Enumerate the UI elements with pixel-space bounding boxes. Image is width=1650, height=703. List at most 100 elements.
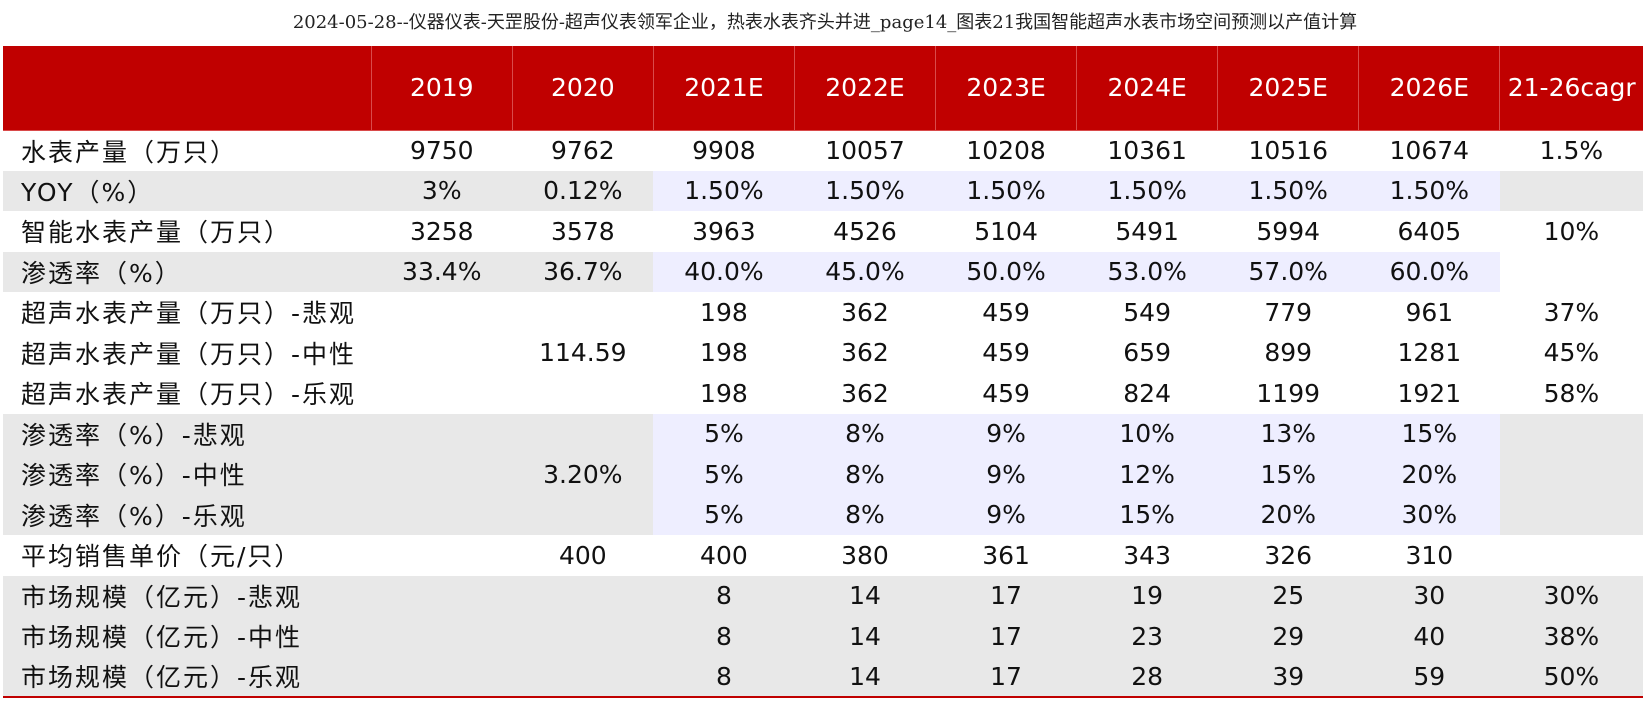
table-cell: 1921 bbox=[1358, 373, 1500, 414]
table-cell bbox=[371, 575, 513, 616]
table-cell: 1281 bbox=[1358, 332, 1500, 373]
table-cell: 114.59 bbox=[512, 332, 654, 373]
table-cell: 1.50% bbox=[1217, 170, 1359, 211]
table-cell: 5994 bbox=[1217, 211, 1359, 252]
table-cell bbox=[371, 332, 513, 373]
table-cell bbox=[1499, 535, 1643, 576]
table-cell: 10057 bbox=[794, 130, 936, 171]
row-label: 渗透率（%） bbox=[3, 251, 372, 292]
table-cell: 8 bbox=[653, 575, 795, 616]
table-cell bbox=[371, 616, 513, 657]
table-cell bbox=[512, 373, 654, 414]
table-cell bbox=[1499, 494, 1643, 535]
table-cell bbox=[371, 292, 513, 333]
table-cell bbox=[371, 373, 513, 414]
table-cell: 380 bbox=[794, 535, 936, 576]
table-cell: 28 bbox=[1076, 656, 1218, 698]
table-cell: 57.0% bbox=[1217, 251, 1359, 292]
table-cell: 10% bbox=[1499, 211, 1643, 252]
table-cell: 53.0% bbox=[1076, 251, 1218, 292]
table-cell: 50% bbox=[1499, 656, 1643, 698]
table-cell: 15% bbox=[1076, 494, 1218, 535]
table-cell: 362 bbox=[794, 332, 936, 373]
table-cell: 5% bbox=[653, 454, 795, 495]
header-cell-year: 2021E bbox=[653, 46, 795, 131]
table-cell: 362 bbox=[794, 292, 936, 333]
table-cell: 5% bbox=[653, 494, 795, 535]
table-cell: 5% bbox=[653, 413, 795, 454]
table-cell: 8% bbox=[794, 494, 936, 535]
header-cell-year: 2022E bbox=[794, 46, 937, 131]
data-table: 2019 2020 2021E 2022E 2023E 2024E 2025E … bbox=[3, 46, 1643, 698]
table-cell bbox=[512, 494, 654, 535]
table-cell: 8 bbox=[653, 656, 795, 698]
table-cell: 5104 bbox=[935, 211, 1077, 252]
table-cell: 1.5% bbox=[1499, 130, 1643, 171]
table-cell: 15% bbox=[1358, 413, 1500, 454]
table-cell: 9% bbox=[935, 454, 1077, 495]
table-cell: 39 bbox=[1217, 656, 1359, 698]
table-row: YOY（%） 3% 0.12% 1.50% 1.50% 1.50% 1.50% 1.50% 1.… bbox=[3, 170, 1643, 211]
table-cell: 10% bbox=[1076, 413, 1218, 454]
header-cell-year: 2025E bbox=[1217, 46, 1360, 131]
table-cell: 198 bbox=[653, 332, 795, 373]
table-cell bbox=[512, 292, 654, 333]
table-cell bbox=[512, 616, 654, 657]
table-cell: 326 bbox=[1217, 535, 1359, 576]
row-label: YOY（%） bbox=[3, 170, 372, 211]
table-cell: 10361 bbox=[1076, 130, 1218, 171]
table-cell bbox=[371, 413, 513, 454]
table-cell: 38% bbox=[1499, 616, 1643, 657]
header-cell-year: 2023E bbox=[935, 46, 1078, 131]
row-label: 超声水表产量（万只）-中性 bbox=[3, 332, 372, 373]
table-cell: 8% bbox=[794, 454, 936, 495]
table-cell: 9% bbox=[935, 413, 1077, 454]
table-row: 平均销售单价（元/只） 400 400 380 361 343 326 310 bbox=[3, 535, 1643, 576]
table-cell: 361 bbox=[935, 535, 1077, 576]
table-cell: 33.4% bbox=[371, 251, 513, 292]
table-cell: 12% bbox=[1076, 454, 1218, 495]
row-label: 超声水表产量（万只）-乐观 bbox=[3, 373, 372, 414]
table-row: 市场规模（亿元）-乐观 8 14 17 28 39 59 50% bbox=[3, 656, 1643, 698]
table-cell: 20% bbox=[1358, 454, 1500, 495]
row-label: 市场规模（亿元）-中性 bbox=[3, 616, 372, 657]
table-cell: 0.12% bbox=[512, 170, 654, 211]
header-cell-year: 2020 bbox=[512, 46, 654, 131]
table-cell: 3.20% bbox=[512, 454, 654, 495]
table-cell: 17 bbox=[935, 575, 1077, 616]
table-cell bbox=[512, 656, 654, 698]
table-cell: 310 bbox=[1358, 535, 1500, 576]
table-cell: 198 bbox=[653, 373, 795, 414]
table-row: 市场规模（亿元）-中性 8 14 17 23 29 40 38% bbox=[3, 616, 1643, 657]
table-cell: 10208 bbox=[935, 130, 1077, 171]
header-cell-year: 2026E bbox=[1358, 46, 1501, 131]
table-cell: 1199 bbox=[1217, 373, 1359, 414]
page-title: 2024-05-28--仪器仪表-天罡股份-超声仪表领军企业，热表水表齐头并进_… bbox=[292, 12, 1358, 33]
table-cell: 9908 bbox=[653, 130, 795, 171]
table-cell: 3258 bbox=[371, 211, 513, 252]
table-cell: 14 bbox=[794, 575, 936, 616]
table-cell: 198 bbox=[653, 292, 795, 333]
row-label: 水表产量（万只） bbox=[3, 130, 372, 171]
row-label: 渗透率（%）-乐观 bbox=[3, 494, 372, 535]
table-row: 渗透率（%） 33.4% 36.7% 40.0% 45.0% 50.0% 53.0% 57.0… bbox=[3, 251, 1643, 292]
row-label: 平均销售单价（元/只） bbox=[3, 535, 372, 576]
row-label: 超声水表产量（万只）-悲观 bbox=[3, 292, 372, 333]
table-cell: 549 bbox=[1076, 292, 1218, 333]
row-label: 渗透率（%）-中性 bbox=[3, 454, 372, 495]
table-cell: 10674 bbox=[1358, 130, 1500, 171]
table-cell: 17 bbox=[935, 616, 1077, 657]
row-label: 渗透率（%）-悲观 bbox=[3, 413, 372, 454]
table-cell: 3578 bbox=[512, 211, 654, 252]
table-cell: 459 bbox=[935, 332, 1077, 373]
header-cell-year: 2019 bbox=[371, 46, 513, 131]
table-cell: 400 bbox=[653, 535, 795, 576]
header-row: 2019 2020 2021E 2022E 2023E 2024E 2025E … bbox=[3, 46, 1643, 131]
table-cell: 19 bbox=[1076, 575, 1218, 616]
table-cell: 15% bbox=[1217, 454, 1359, 495]
table-cell: 45% bbox=[1499, 332, 1643, 373]
table-cell: 1.50% bbox=[653, 170, 795, 211]
table-cell bbox=[371, 535, 513, 576]
table-cell: 1.50% bbox=[1076, 170, 1218, 211]
table-cell: 8% bbox=[794, 413, 936, 454]
